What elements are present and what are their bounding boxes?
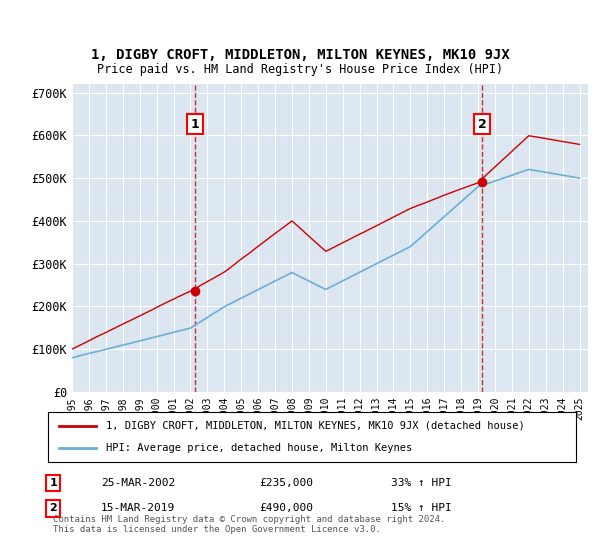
Text: 33% ↑ HPI: 33% ↑ HPI [391, 478, 452, 488]
Text: 15% ↑ HPI: 15% ↑ HPI [391, 503, 452, 513]
Text: £235,000: £235,000 [259, 478, 313, 488]
Text: 1: 1 [190, 118, 199, 130]
Text: Contains HM Land Registry data © Crown copyright and database right 2024.
This d: Contains HM Land Registry data © Crown c… [53, 515, 446, 534]
Text: 1, DIGBY CROFT, MIDDLETON, MILTON KEYNES, MK10 9JX (detached house): 1, DIGBY CROFT, MIDDLETON, MILTON KEYNES… [106, 421, 525, 431]
Text: £490,000: £490,000 [259, 503, 313, 513]
Text: Price paid vs. HM Land Registry's House Price Index (HPI): Price paid vs. HM Land Registry's House … [97, 63, 503, 76]
Text: HPI: Average price, detached house, Milton Keynes: HPI: Average price, detached house, Milt… [106, 443, 412, 453]
Text: 25-MAR-2002: 25-MAR-2002 [101, 478, 175, 488]
Text: 15-MAR-2019: 15-MAR-2019 [101, 503, 175, 513]
Text: 2: 2 [478, 118, 487, 130]
Text: 2: 2 [49, 503, 57, 513]
Text: 1, DIGBY CROFT, MIDDLETON, MILTON KEYNES, MK10 9JX: 1, DIGBY CROFT, MIDDLETON, MILTON KEYNES… [91, 48, 509, 62]
Text: 1: 1 [49, 478, 57, 488]
